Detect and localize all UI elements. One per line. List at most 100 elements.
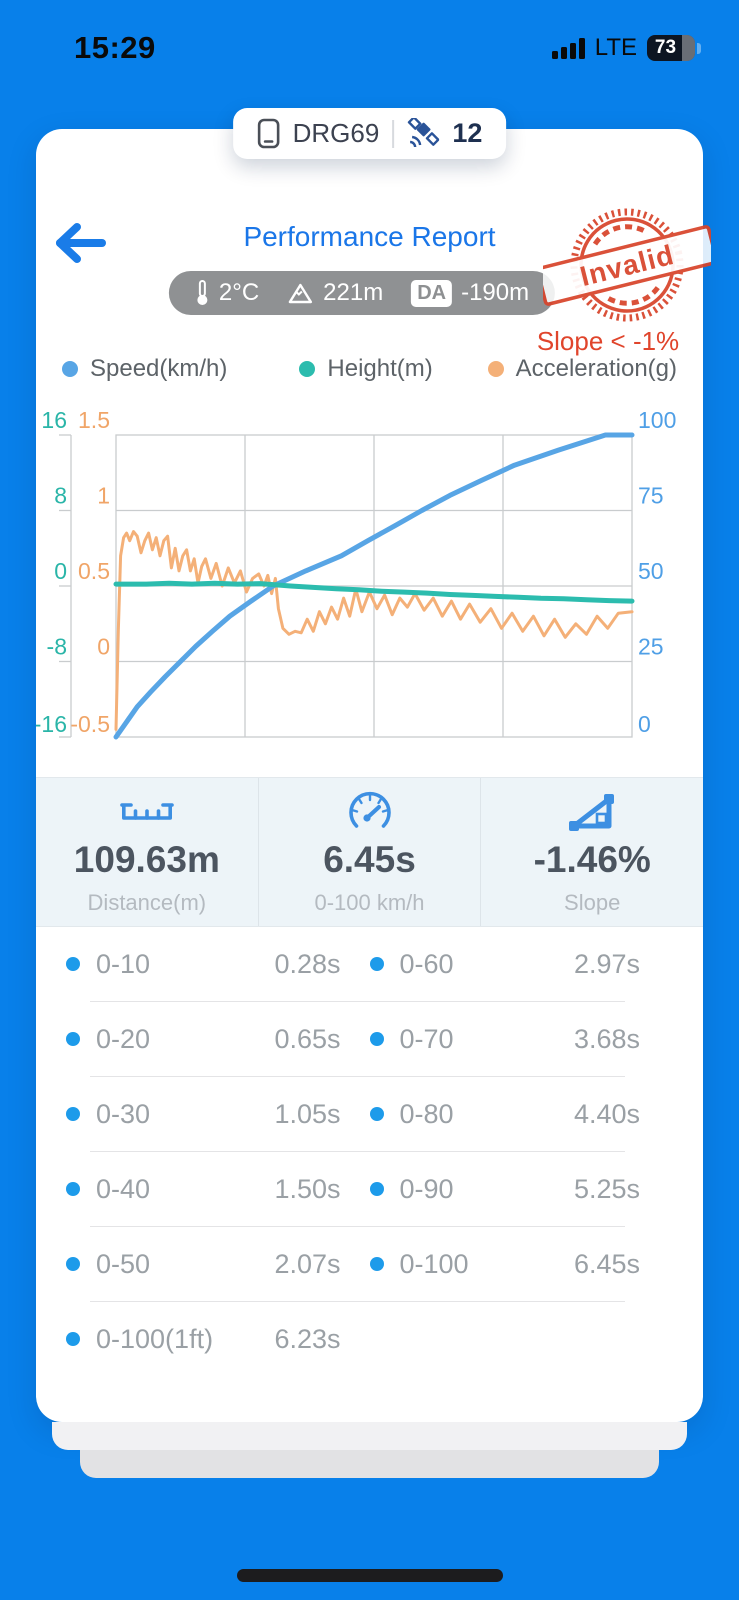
speed-line	[113, 432, 635, 740]
stat-zero-to-hundred: 6.45s 0-100 km/h	[257, 778, 481, 926]
split-label: 0-70	[399, 1023, 454, 1054]
stacked-sheet-1	[52, 1422, 687, 1450]
legend-item-height: Height(m)	[299, 355, 433, 383]
bullet-icon	[369, 1107, 384, 1121]
split-label: 0-30	[96, 1098, 151, 1129]
status-bar: 15:29 LTE 73	[0, 28, 739, 68]
altitude-value: 221m	[323, 279, 384, 306]
density-altitude-value: -190m	[461, 279, 530, 306]
acceleration-axis-ticks: 1.5 1 0.5 0 -0.5	[70, 407, 110, 737]
zero-to-hundred-value: 6.45s	[323, 839, 416, 880]
performance-chart: 16 8 0 -8 -16 1.5 1 0.5 0 -0.5 100 75 50…	[36, 407, 676, 740]
split-value: 1.50s	[274, 1173, 341, 1204]
row-divider	[90, 1001, 625, 1002]
battery-indicator: 73	[647, 35, 701, 61]
svg-text:0: 0	[54, 558, 67, 584]
bullet-icon	[66, 1182, 80, 1196]
split-label: 0-10	[96, 948, 151, 979]
clock: 15:29	[74, 30, 156, 65]
legend-label: Height(m)	[327, 355, 433, 382]
page-title: Performance Report	[243, 221, 496, 252]
temperature-value: 2°C	[218, 279, 260, 306]
height-axis-frame	[59, 434, 72, 738]
bullet-icon	[369, 957, 384, 971]
row-divider	[90, 1226, 625, 1227]
legend-item-speed: Speed(km/h)	[62, 355, 227, 383]
chart-legend: Speed(km/h) Height(m) Acceleration(g)	[62, 355, 677, 383]
table-row: 0-50 2.07s 0-100 6.45s	[36, 1227, 703, 1301]
svg-text:8: 8	[54, 483, 67, 509]
bullet-icon	[369, 1032, 384, 1046]
svg-text:50: 50	[638, 558, 664, 584]
table-footer-row: 0-100(1ft) 6.23s	[36, 1302, 703, 1376]
device-icon	[257, 118, 279, 149]
legend-label: Speed(km/h)	[90, 355, 228, 382]
split-label: 0-20	[96, 1023, 151, 1054]
battery-icon: 73	[647, 35, 695, 61]
invalid-stamp: Invalid	[543, 208, 711, 322]
split-label: 0-90	[399, 1173, 454, 1204]
split-value: 0.28s	[274, 948, 341, 979]
speed-axis-ticks: 100 75 50 25 0	[638, 407, 676, 737]
slope-warning: Slope < -1%	[536, 326, 680, 356]
stats-strip: 109.63m Distance(m) 6.45s	[36, 777, 703, 927]
split-value: 6.23s	[274, 1323, 341, 1354]
height-axis-ticks: 16 8 0 -8 -16	[36, 407, 67, 737]
zero-to-hundred-label: 0-100 km/h	[314, 890, 425, 915]
svg-text:0: 0	[638, 711, 651, 737]
bullet-icon	[66, 1332, 80, 1346]
bullet-icon	[66, 1107, 80, 1121]
svg-text:0.5: 0.5	[78, 558, 110, 584]
distance-label: Distance(m)	[87, 890, 207, 915]
svg-text:0: 0	[97, 634, 110, 660]
speed-legend-dot	[62, 361, 78, 377]
height-legend-dot	[299, 361, 316, 377]
acceleration-legend-dot	[487, 361, 504, 377]
device-name: DRG69	[292, 118, 380, 148]
stacked-sheet-2	[80, 1450, 659, 1478]
svg-text:100: 100	[638, 407, 676, 433]
split-label: 0-50	[96, 1248, 151, 1279]
device-status-pill[interactable]: DRG69 12	[232, 108, 507, 159]
split-label: 0-40	[96, 1173, 151, 1204]
legend-label: Acceleration(g)	[515, 355, 677, 382]
row-divider	[90, 1151, 625, 1152]
stat-distance: 109.63m Distance(m)	[36, 778, 258, 926]
pill-divider	[392, 119, 395, 148]
split-value: 1.05s	[274, 1098, 341, 1129]
back-button[interactable]	[50, 220, 106, 266]
row-divider	[90, 1076, 625, 1077]
split-value: 5.25s	[573, 1173, 640, 1204]
split-value: 2.07s	[274, 1248, 341, 1279]
satellite-icon	[407, 117, 440, 147]
height-line	[113, 580, 635, 604]
split-label: 0-100(1ft)	[96, 1323, 214, 1354]
environment-pill: 2°C 221m DA -190m	[168, 271, 556, 315]
svg-text:16: 16	[41, 407, 67, 433]
table-row: 0-40 1.50s 0-90 5.25s	[36, 1152, 703, 1226]
signal-strength-icon	[551, 37, 585, 59]
svg-text:-0.5: -0.5	[70, 711, 110, 737]
distance-value: 109.63m	[73, 839, 220, 880]
svg-text:25: 25	[638, 634, 664, 660]
battery-percent: 73	[654, 37, 677, 58]
svg-text:1: 1	[97, 483, 110, 509]
split-label: 0-100	[399, 1248, 469, 1279]
bullet-icon	[66, 1257, 80, 1271]
ruler-icon	[120, 803, 174, 820]
slope-label: Slope	[564, 890, 621, 915]
stat-slope: -1.46% Slope	[480, 778, 703, 926]
svg-text:-16: -16	[36, 711, 67, 737]
table-row: 0-10 0.28s 0-60 2.97s	[36, 927, 703, 1001]
report-card	[36, 129, 703, 1422]
svg-text:1.5: 1.5	[78, 407, 110, 433]
acceleration-line	[114, 530, 634, 731]
temperature-icon	[197, 280, 208, 305]
home-indicator[interactable]	[236, 1569, 503, 1582]
split-value: 2.97s	[573, 948, 640, 979]
split-label: 0-60	[399, 948, 454, 979]
split-value: 0.65s	[274, 1023, 341, 1054]
da-badge: DA	[411, 279, 453, 307]
split-times-table: 0-10 0.28s 0-60 2.97s 0-20 0.65s 0-70 3.68s …	[36, 927, 703, 1376]
table-row: 0-20 0.65s 0-70 3.68s	[36, 1002, 703, 1076]
